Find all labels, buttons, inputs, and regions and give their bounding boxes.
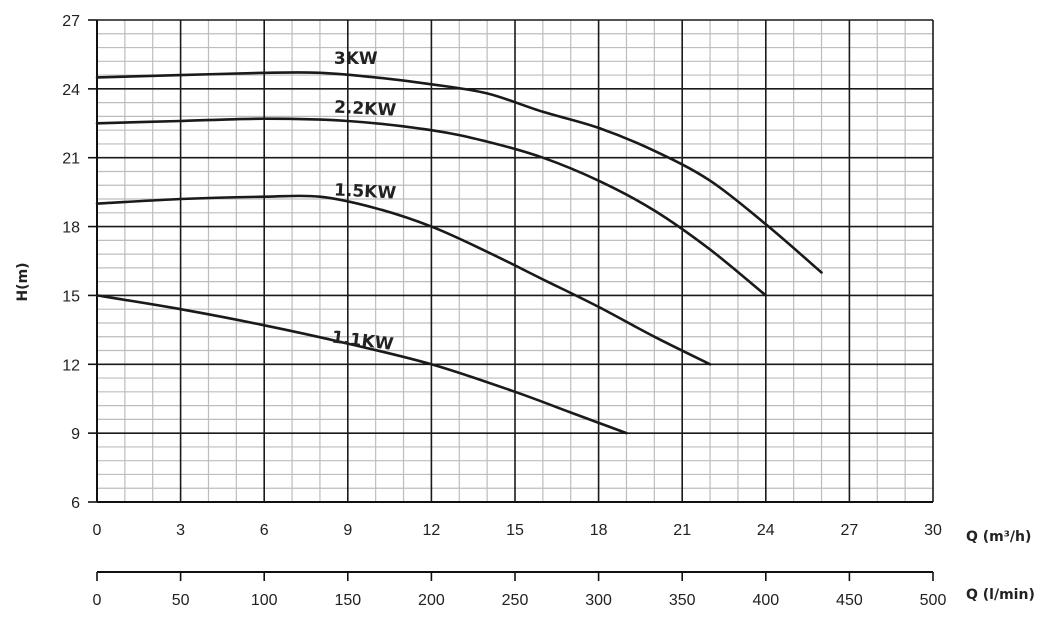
series-curve-1-1kw <box>95 294 628 435</box>
x-tick-label: 18 <box>590 522 608 539</box>
x2-tick-label: 200 <box>418 592 445 609</box>
x2-tick-label: 0 <box>93 592 102 609</box>
y-axis-label: H(m) <box>15 262 31 301</box>
x2-tick-label: 250 <box>502 592 529 609</box>
y-tick-label: 9 <box>71 426 80 443</box>
x-tick-label: 12 <box>423 522 441 539</box>
series-curve-2-2kw <box>95 117 768 297</box>
x-tick-label: 6 <box>260 522 269 539</box>
y-tick-label: 12 <box>62 357 80 374</box>
series-label: 1.5KW <box>334 180 397 203</box>
series-curve-1-5kw <box>95 194 712 366</box>
x2-axis-label: Q (l/min) <box>966 587 1035 603</box>
x-tick-label: 9 <box>343 522 352 539</box>
x-tick-label: 3 <box>176 522 185 539</box>
y-tick-label: 21 <box>62 151 80 168</box>
x-tick-label: 24 <box>757 522 775 539</box>
x2-tick-label: 400 <box>752 592 779 609</box>
x-axis-label: Q (m³/h) <box>966 529 1031 545</box>
x2-tick-label: 50 <box>172 592 190 609</box>
x2-tick-label: 350 <box>669 592 696 609</box>
y-tick-label: 27 <box>62 13 80 30</box>
y-tick-label: 24 <box>62 82 80 99</box>
x-tick-label: 21 <box>673 522 691 539</box>
x-tick-label: 30 <box>924 522 942 539</box>
y-tick-label: 18 <box>62 220 80 237</box>
series-label: 3KW <box>334 49 378 69</box>
axes <box>88 19 934 581</box>
y-tick-label: 15 <box>62 288 80 305</box>
x2-tick-label: 100 <box>251 592 278 609</box>
x-tick-label: 0 <box>93 522 102 539</box>
y-tick-label: 6 <box>71 495 80 512</box>
x-tick-label: 27 <box>841 522 859 539</box>
x2-tick-label: 150 <box>334 592 361 609</box>
x2-tick-label: 450 <box>836 592 863 609</box>
series-curve-3kw <box>95 71 823 274</box>
x2-tick-label: 300 <box>585 592 612 609</box>
x-tick-label: 15 <box>506 522 524 539</box>
x2-tick-label: 500 <box>920 592 947 609</box>
series-label: 2.2KW <box>334 98 397 121</box>
